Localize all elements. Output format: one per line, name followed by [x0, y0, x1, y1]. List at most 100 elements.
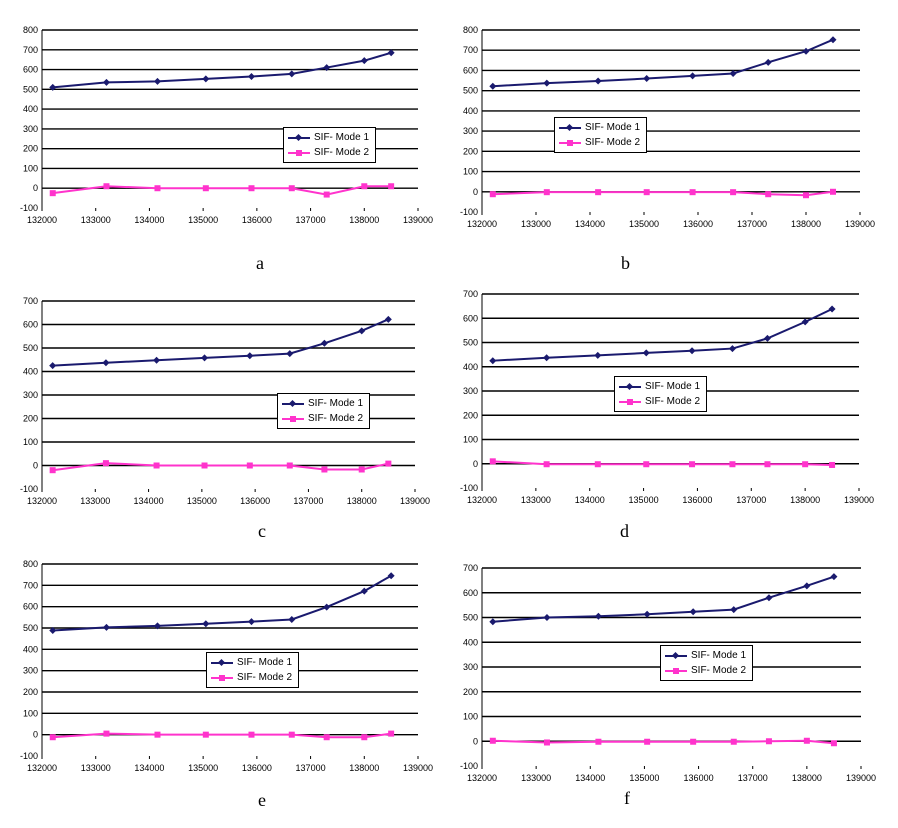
y-tick-label: 600: [23, 602, 38, 612]
data-point-mode-1: [387, 572, 395, 580]
y-tick-label: 400: [23, 644, 38, 654]
data-point-mode-2: [489, 458, 496, 465]
data-point-mode-2: [323, 191, 330, 198]
data-point-mode-2: [830, 188, 836, 195]
legend-label: SIF- Mode 2: [691, 665, 747, 676]
y-tick-label: 600: [23, 65, 38, 75]
x-tick-label: 136000: [684, 773, 714, 783]
y-tick-label: 600: [463, 588, 478, 598]
series-line-mode-1: [52, 574, 392, 632]
data-point-mode-2: [730, 189, 737, 196]
data-point-mode-1: [360, 57, 368, 65]
data-point-mode-1: [247, 72, 255, 80]
data-point-mode-1: [153, 356, 161, 364]
x-tick-label: 137000: [738, 773, 768, 783]
chart-panel-b: -100 0 100 200 300 400 500 600 700 800 132000 13300…: [449, 0, 898, 276]
data-point-mode-2: [803, 192, 809, 199]
caption-c: c: [258, 521, 266, 541]
data-point-mode-1: [202, 75, 210, 83]
data-point-mode-1: [802, 47, 810, 55]
data-point-mode-2: [246, 462, 253, 469]
data-point-mode-2: [358, 466, 365, 473]
data-point-mode-2: [644, 738, 651, 745]
y-tick-label: 700: [463, 45, 478, 55]
x-tick-label: 137000: [293, 496, 323, 506]
y-tick-label: 700: [23, 580, 38, 590]
data-point-mode-1: [643, 610, 651, 618]
chart-c-svg: -100 0 100 200 300 400 500 600 700 132000 133000 13…: [20, 296, 430, 506]
x-tick-label: 139000: [844, 495, 874, 505]
legend-swatch: [288, 133, 310, 143]
legend-label: SIF- Mode 2: [308, 413, 364, 424]
data-point-mode-2: [829, 461, 836, 468]
data-point-mode-2: [643, 461, 650, 468]
series-line-mode-1: [52, 318, 389, 367]
data-point-mode-2: [49, 190, 56, 197]
data-point-mode-2: [489, 737, 496, 744]
data-point-mode-1: [49, 362, 57, 370]
x-tick-label: 138000: [792, 773, 822, 783]
data-point-mode-2: [361, 734, 368, 741]
x-tick-label: 138000: [791, 219, 821, 229]
x-tick-label: 132000: [467, 773, 497, 783]
data-point-mode-1: [102, 78, 110, 86]
data-point-mode-1: [247, 618, 255, 626]
data-point-mode-2: [202, 731, 209, 738]
legend-swatch: [282, 399, 304, 409]
data-point-mode-1: [543, 79, 551, 87]
legend-label: SIF- Mode 2: [585, 137, 641, 148]
y-tick-label: 800: [463, 25, 478, 35]
caption-a: a: [256, 253, 264, 273]
data-point-mode-2: [803, 737, 810, 744]
data-point-mode-1: [728, 345, 736, 353]
legend-item-mode-1: SIF- Mode 1: [559, 120, 640, 135]
legend-label: SIF- Mode 2: [237, 672, 293, 683]
y-tick-label: 0: [33, 730, 38, 740]
y-tick-label: 300: [23, 390, 38, 400]
legend-item-mode-1: SIF- Mode 1: [288, 130, 369, 145]
data-point-mode-2: [543, 739, 550, 746]
y-tick-label: 100: [23, 708, 38, 718]
data-point-mode-2: [103, 730, 110, 737]
data-point-mode-2: [689, 461, 696, 468]
legend-label: SIF- Mode 1: [308, 398, 364, 409]
x-tick-label: 134000: [134, 496, 164, 506]
legend-item-mode-2: SIF- Mode 2: [559, 135, 640, 150]
data-point-mode-2: [323, 734, 330, 741]
data-point-mode-2: [595, 189, 602, 196]
data-point-mode-2: [764, 461, 771, 468]
y-tick-label: 800: [23, 559, 38, 569]
legend-swatch: [282, 414, 304, 424]
legend-label: SIF- Mode 1: [237, 657, 293, 668]
data-point-mode-2: [830, 740, 837, 747]
y-tick-label: 200: [23, 414, 38, 424]
legend-item-mode-2: SIF- Mode 2: [282, 411, 363, 426]
y-tick-label: 600: [463, 313, 478, 323]
legend-a: SIF- Mode 1 SIF- Mode 2: [283, 127, 377, 163]
x-tick-label: 134000: [575, 773, 605, 783]
y-tick-label: 100: [463, 712, 478, 722]
x-tick-label: 133000: [521, 495, 551, 505]
data-point-mode-1: [642, 349, 650, 357]
chart-panel-e: -100 0 100 200 300 400 500 600 700 800 132000 13300…: [0, 548, 449, 828]
y-tick-label: 400: [23, 104, 38, 114]
data-point-mode-2: [154, 731, 161, 738]
legend-item-mode-2: SIF- Mode 2: [211, 670, 292, 685]
data-point-mode-1: [594, 351, 602, 359]
x-tick-label: 138000: [349, 215, 379, 225]
series-line-mode-1: [492, 308, 833, 362]
y-tick-label: 300: [463, 386, 478, 396]
x-tick-label: 137000: [737, 219, 767, 229]
x-tick-label: 133000: [521, 773, 551, 783]
data-point-mode-1: [387, 49, 395, 57]
data-point-mode-1: [384, 315, 392, 323]
data-point-mode-1: [320, 339, 328, 347]
legend-swatch: [665, 666, 687, 676]
legend-swatch: [619, 397, 641, 407]
chart-f-svg: -100 0 100 200 300 400 500 600 700 132000 133000 13…: [460, 563, 876, 783]
caption-b: b: [621, 253, 630, 273]
x-tick-label: 135000: [629, 773, 659, 783]
y-tick-label: -100: [20, 751, 38, 761]
data-point-mode-1: [153, 77, 161, 85]
y-tick-label: -100: [460, 483, 478, 493]
